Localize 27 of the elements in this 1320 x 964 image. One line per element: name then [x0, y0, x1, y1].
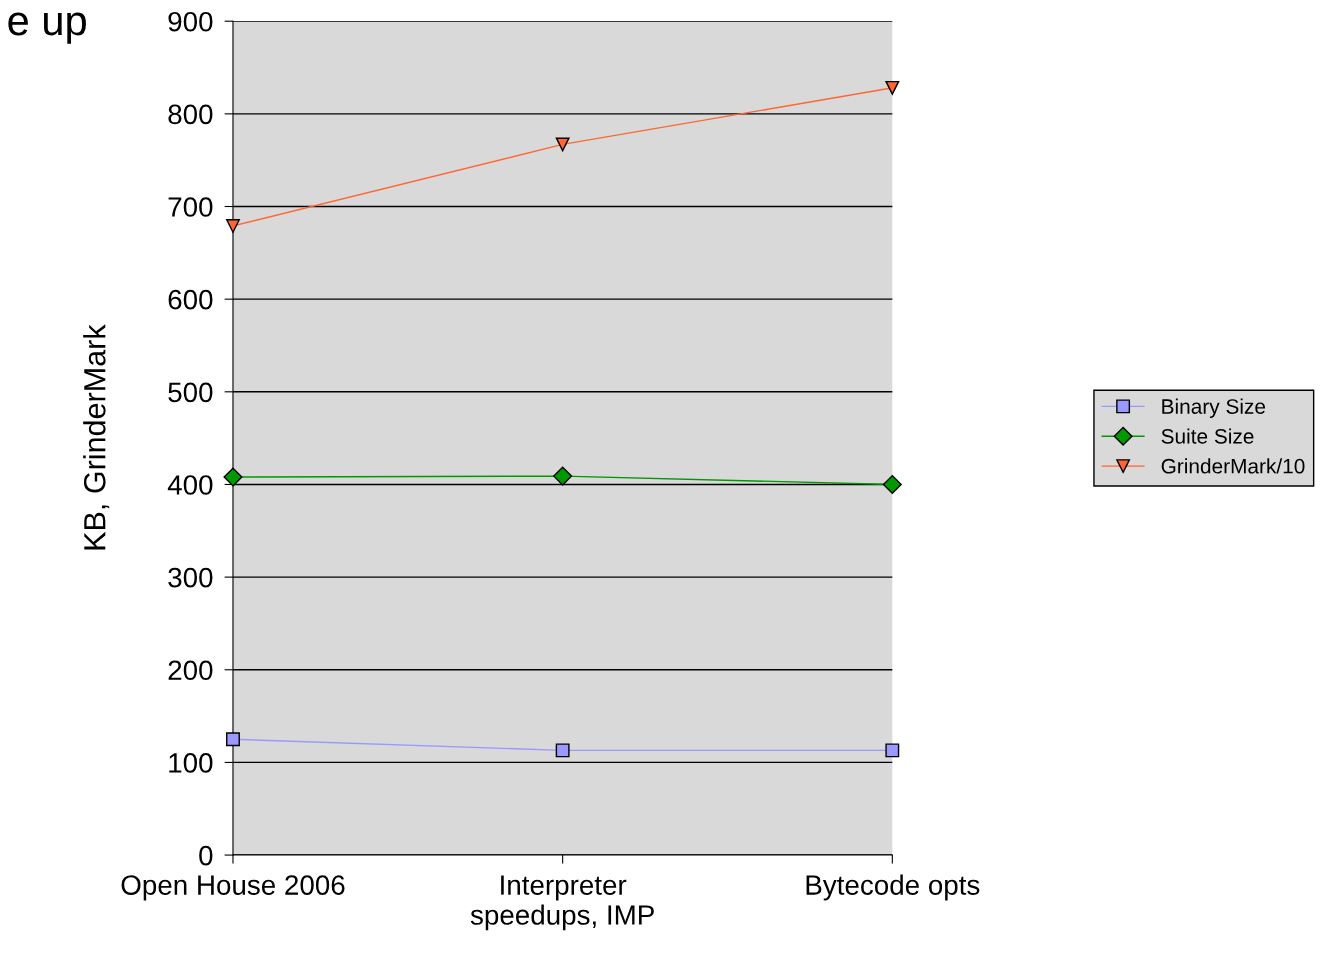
legend-label: GrinderMark/10 — [1161, 458, 1305, 474]
point — [226, 732, 240, 747]
y-tick-label: 800 — [168, 104, 213, 125]
point — [223, 467, 243, 487]
point — [553, 466, 573, 486]
x-tick-label: Open House 2006 — [121, 875, 345, 901]
legend-label: Binary Size — [1162, 398, 1266, 419]
point — [555, 743, 570, 758]
legend-label: Suite Size — [1161, 428, 1254, 444]
y-tick-label: 500 — [168, 382, 213, 403]
y-tick-label: 600 — [168, 289, 213, 310]
y-tick-label: 700 — [168, 197, 213, 217]
y-tick-label: 300 — [168, 567, 213, 588]
point — [885, 80, 900, 95]
text: e up — [8, 12, 86, 44]
y-tick-label: 0 — [199, 845, 213, 866]
y-tick-label: 400 — [167, 475, 213, 495]
y-tick-label: 200 — [168, 660, 213, 681]
x-tick-label: Bytecode opts — [806, 874, 980, 901]
point — [555, 137, 570, 152]
point — [226, 219, 240, 233]
y-tick-label: 100 — [169, 753, 213, 773]
y-tick-label: 900 — [168, 11, 213, 32]
point — [882, 474, 902, 494]
y-axis-title: KB, GrinderMark — [83, 324, 110, 550]
x-tick-label: Interpreter speedups, IMP — [470, 875, 654, 931]
point — [885, 743, 900, 758]
